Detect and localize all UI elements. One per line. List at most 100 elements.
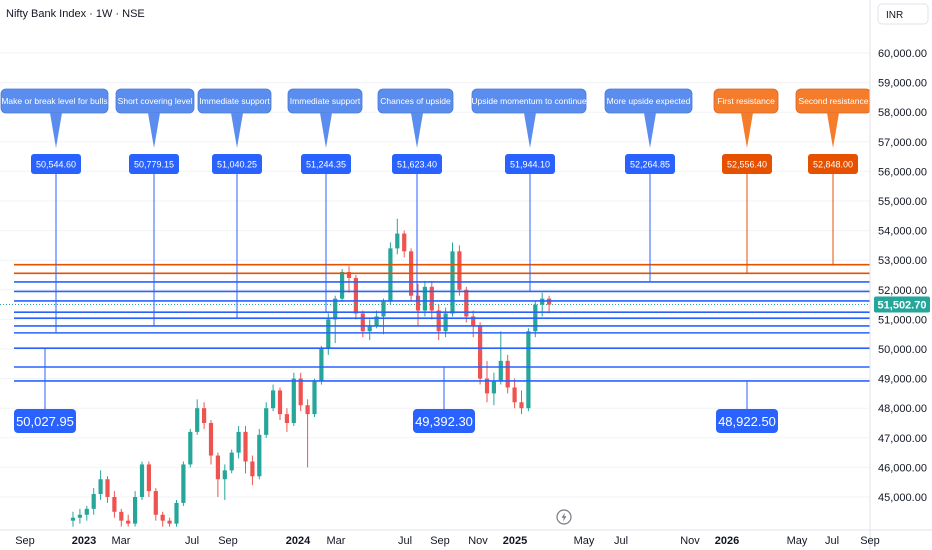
callout-label: Upside momentum to continue [471, 96, 587, 106]
callout-value-box [808, 154, 858, 174]
callout[interactable]: Upside momentum to continue 51,944.10 [471, 88, 587, 292]
price-tick-label: 58,000.00 [878, 107, 927, 119]
time-tick-label: May [574, 535, 595, 547]
candle [174, 499, 179, 527]
candle [236, 425, 241, 459]
lower-label[interactable]: 49,392.30 [413, 366, 475, 433]
lower-label[interactable]: 50,027.95 [14, 348, 76, 433]
price-tick-label: 55,000.00 [878, 196, 927, 208]
candle [188, 428, 193, 468]
time-tick-label: Jul [825, 535, 839, 547]
callout-pointer [524, 113, 536, 148]
price-tick-label: 46,000.00 [878, 462, 927, 474]
candle [112, 491, 117, 518]
time-tick-label: 2024 [286, 535, 311, 547]
candle [146, 461, 151, 497]
last-price-value: 51,502.70 [878, 300, 927, 312]
lower-label[interactable]: 48,922.50 [716, 380, 778, 433]
callout-value-box [392, 154, 442, 174]
candle [181, 461, 186, 506]
candle [257, 428, 262, 480]
price-axis-panel[interactable] [870, 0, 932, 530]
candle [464, 286, 469, 323]
callout-value: 51,944.10 [510, 160, 550, 170]
candle [340, 269, 345, 302]
price-tick-label: 53,000.00 [878, 255, 927, 267]
price-tick-label: 45,000.00 [878, 492, 927, 504]
callout-value-box [722, 154, 772, 174]
candle [478, 322, 483, 385]
candle [215, 452, 220, 497]
callout-pointer [741, 113, 753, 148]
callout-value: 51,040.25 [217, 160, 257, 170]
candle [381, 298, 386, 335]
price-tick-label: 54,000.00 [878, 226, 927, 238]
candle [126, 514, 131, 527]
callout-value: 51,244.35 [306, 160, 346, 170]
candle [250, 455, 255, 486]
bolt-icon[interactable] [556, 509, 572, 525]
price-tick-label: 52,000.00 [878, 285, 927, 297]
callout-value: 52,556.40 [727, 160, 767, 170]
candle [277, 387, 283, 421]
candle [367, 319, 372, 341]
callout-value: 52,848.00 [813, 160, 853, 170]
callout[interactable]: Immediate support 51,040.25 [197, 88, 272, 319]
candle [77, 508, 82, 524]
time-tick-label: Jul [398, 535, 412, 547]
candle [284, 408, 289, 432]
candle [519, 390, 524, 415]
callout[interactable]: Immediate support 51,244.35 [287, 88, 363, 313]
time-tick-label: 2025 [503, 535, 527, 547]
callouts: Make or break level for bulls 50,544.60 Sh… [0, 88, 872, 333]
time-tick-label: Mar [327, 535, 346, 547]
time-tick-label: 2023 [72, 535, 96, 547]
callout-pointer [320, 113, 332, 148]
callout-label: First resistance [717, 96, 775, 106]
candle [133, 491, 138, 527]
callout-pointer [231, 113, 243, 148]
time-tick-label: Sep [15, 535, 35, 547]
callout-label: Chances of upside [380, 96, 451, 106]
candle [436, 304, 441, 341]
lower-label-box [716, 409, 778, 433]
candle [98, 470, 103, 500]
callout[interactable]: First resistance 52,556.40 [713, 88, 779, 274]
price-tick-label: 51,000.00 [878, 314, 927, 326]
callout-label: Second resistance [799, 96, 869, 106]
price-tick-label: 50,000.00 [878, 344, 927, 356]
candle [264, 402, 269, 438]
callout[interactable]: More upside expected 52,264.85 [604, 88, 693, 282]
callout-value: 50,544.60 [36, 160, 76, 170]
candle [195, 399, 200, 435]
candle [105, 476, 110, 503]
price-tick-label: 56,000.00 [878, 166, 927, 178]
callout[interactable]: Short covering level 50,779.15 [115, 88, 195, 326]
currency-button[interactable] [877, 3, 929, 25]
candle [243, 425, 248, 474]
candle [333, 295, 338, 344]
callout-label: Make or break level for bulls [1, 96, 107, 106]
candle [70, 511, 76, 527]
callout-pointer [411, 113, 423, 148]
callout[interactable]: Second resistance 52,848.00 [795, 88, 872, 265]
candle [505, 354, 510, 394]
time-tick-label: Sep [860, 535, 880, 547]
price-axis: 45,000.00 46,000.00 47,000.00 48,000.00 49,0… [878, 48, 927, 504]
candle [457, 245, 462, 296]
callout-value-box [301, 154, 351, 174]
candle [208, 420, 214, 465]
callout-pointer [644, 113, 656, 148]
time-axis: Sep 2023 Mar Jul Sep 2024 Mar Jul Sep Nov 2025 May J… [15, 535, 880, 547]
candle [222, 464, 227, 500]
candle [491, 372, 496, 406]
candle [167, 517, 172, 527]
callout[interactable]: Make or break level for bulls 50,544.60 [0, 88, 109, 333]
candle [139, 461, 145, 500]
currency-label: INR [886, 10, 903, 21]
time-tick-label: Sep [430, 535, 450, 547]
callout[interactable]: Chances of upside 51,623.40 [377, 88, 454, 301]
candle [229, 449, 234, 474]
candle [153, 488, 158, 521]
